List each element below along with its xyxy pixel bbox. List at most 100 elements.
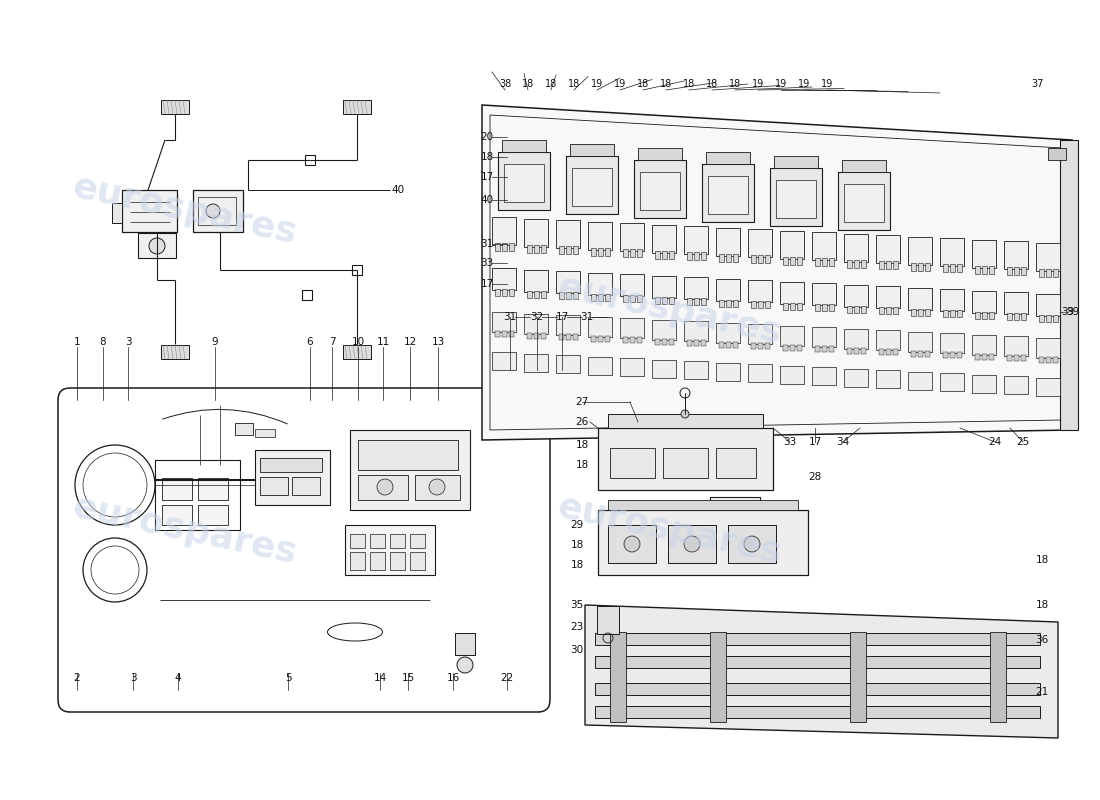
Text: 29: 29 (571, 520, 584, 530)
Bar (982, 311, 987, 318)
Text: 17: 17 (556, 312, 569, 322)
Bar (879, 349, 884, 355)
Polygon shape (482, 105, 1072, 440)
Bar (726, 299, 732, 306)
Bar (595, 706, 1040, 718)
Text: 33: 33 (481, 258, 494, 268)
Bar (940, 373, 964, 391)
Bar (842, 160, 886, 172)
Bar (541, 333, 546, 338)
Bar (255, 429, 275, 437)
Bar (758, 343, 763, 349)
Bar (415, 475, 460, 500)
Bar (812, 232, 836, 260)
Bar (798, 257, 802, 265)
Bar (688, 340, 692, 346)
Circle shape (624, 536, 640, 552)
Bar (350, 430, 470, 510)
Text: 31: 31 (504, 312, 517, 322)
Text: 19: 19 (774, 79, 788, 89)
Bar (716, 362, 740, 381)
Bar (662, 250, 667, 258)
Text: 19: 19 (821, 79, 833, 89)
Bar (684, 361, 708, 379)
Bar (982, 266, 987, 274)
Text: 26: 26 (575, 417, 589, 427)
Bar (838, 172, 890, 230)
Bar (255, 450, 330, 505)
Text: 40: 40 (392, 185, 405, 195)
Bar (943, 352, 948, 358)
Text: 34: 34 (836, 437, 849, 447)
Bar (694, 340, 698, 346)
Text: 18: 18 (575, 460, 589, 470)
Bar (566, 156, 618, 214)
Bar (1021, 267, 1026, 275)
Bar (950, 264, 955, 272)
Text: 16: 16 (447, 673, 460, 683)
Text: 18: 18 (568, 79, 580, 89)
Bar (410, 552, 425, 570)
Bar (161, 345, 189, 359)
Text: 15: 15 (402, 673, 415, 683)
Bar (502, 243, 507, 251)
Bar (688, 298, 692, 305)
Bar (764, 301, 770, 308)
Text: 28: 28 (808, 472, 822, 482)
Text: 39: 39 (1066, 307, 1079, 317)
Bar (495, 331, 500, 337)
Bar (783, 257, 788, 265)
Bar (876, 370, 900, 388)
Bar (829, 346, 834, 352)
Bar (989, 266, 994, 274)
Bar (990, 632, 1006, 722)
Bar (556, 220, 580, 248)
Text: 18: 18 (575, 440, 589, 450)
Bar (534, 290, 539, 298)
Text: eurospares: eurospares (69, 170, 300, 250)
Bar (559, 334, 564, 340)
Bar (1006, 355, 1012, 361)
Circle shape (744, 536, 760, 552)
Bar (1004, 376, 1028, 394)
Bar (972, 239, 996, 267)
Bar (669, 338, 674, 345)
Bar (630, 337, 635, 343)
Bar (710, 632, 726, 722)
Bar (608, 525, 656, 563)
Bar (573, 292, 578, 299)
Bar (776, 180, 816, 218)
Bar (608, 414, 763, 428)
Circle shape (681, 410, 689, 418)
Bar (710, 497, 760, 532)
Bar (829, 258, 834, 266)
Text: 37: 37 (1032, 79, 1044, 89)
Bar (854, 306, 859, 313)
Bar (751, 255, 756, 263)
Text: eurospares: eurospares (554, 270, 785, 350)
Bar (556, 355, 580, 373)
Bar (925, 262, 930, 270)
Bar (122, 190, 177, 232)
Bar (559, 292, 564, 299)
Bar (975, 311, 980, 318)
Bar (812, 327, 836, 347)
Text: 25: 25 (1016, 437, 1030, 447)
Bar (876, 235, 900, 263)
Bar (630, 249, 635, 257)
Circle shape (206, 204, 220, 218)
Bar (688, 252, 692, 260)
Bar (1040, 357, 1044, 362)
Text: 18: 18 (1035, 555, 1048, 565)
Bar (502, 140, 546, 152)
Bar (352, 265, 362, 275)
Bar (758, 301, 763, 308)
Text: 18: 18 (481, 152, 494, 162)
Bar (566, 334, 571, 340)
Bar (652, 359, 676, 378)
Text: 3: 3 (124, 337, 131, 347)
Circle shape (456, 657, 473, 673)
Bar (815, 258, 820, 266)
Bar (701, 298, 706, 305)
Bar (908, 287, 932, 310)
